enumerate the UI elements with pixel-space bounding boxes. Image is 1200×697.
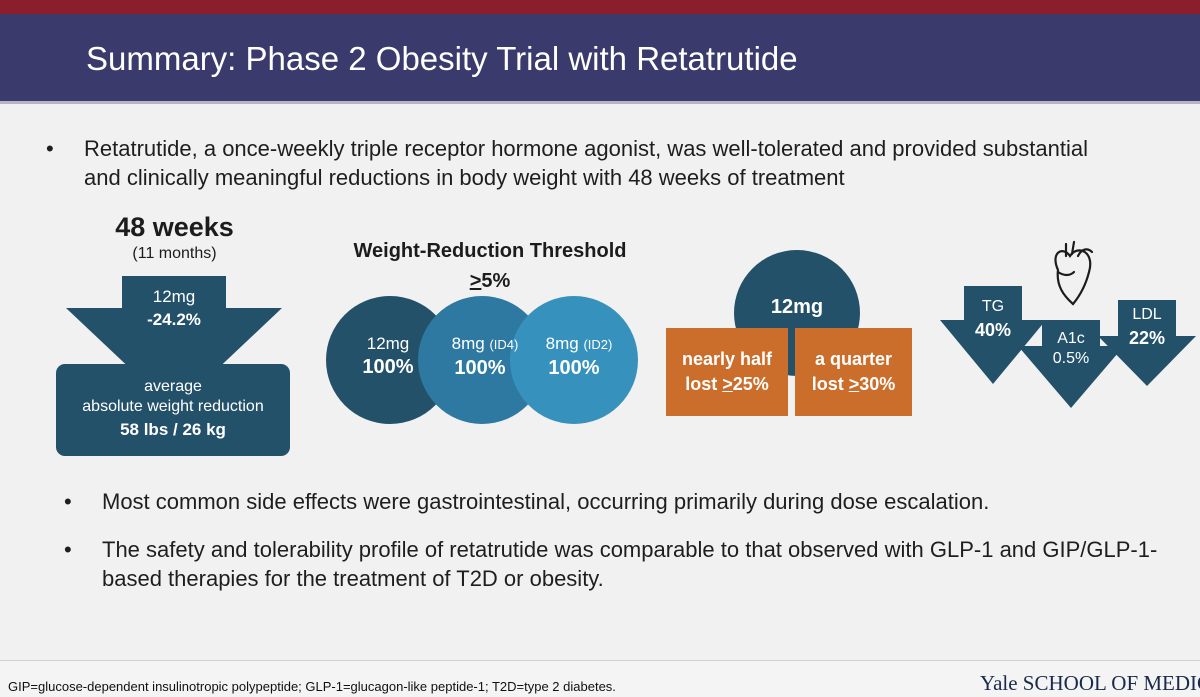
tg-value: 40%	[974, 320, 1012, 340]
yale-logo: Yale SCHOOL OF MEDICINE	[980, 671, 1200, 696]
bullet-main-text: Retatrutide, a once-weekly triple recept…	[84, 136, 1088, 190]
nearly-half-box: nearly half lost >25%	[666, 328, 788, 416]
bullet-side-effects-text: Most common side effects were gastrointe…	[102, 489, 990, 514]
a-quarter-line1: a quarter	[814, 349, 893, 369]
a1c-value: 0.5%	[1052, 350, 1090, 367]
box-line-2: absolute weight reduction	[82, 398, 264, 415]
tg-down-arrow	[940, 286, 1046, 384]
tg-label: TG	[981, 298, 1005, 315]
circle-12mg-pct: 100%	[362, 356, 414, 378]
ldl-value: 22%	[1128, 328, 1166, 348]
footer: GIP=glucose-dependent insulinotropic pol…	[0, 660, 1200, 697]
circle-8mg-id2-tag: (ID2)	[583, 337, 613, 352]
a-quarter-prefix: lost	[811, 374, 849, 394]
arrow-change-label: -24.2%	[124, 310, 224, 330]
dose-12mg-label: 12mg	[770, 296, 824, 318]
a-quarter-box: a quarter lost >30%	[795, 328, 912, 416]
circle-8mg-id2-dose-text: 8mg	[545, 334, 579, 353]
threshold-title: Weight-Reduction Threshold	[353, 240, 627, 262]
circle-12mg-dose: 12mg	[366, 334, 410, 353]
circle-8mg-id4-pct: 100%	[454, 357, 506, 379]
threshold-value: 5%	[481, 270, 511, 292]
a1c-label: A1c	[1057, 330, 1085, 347]
ldl-label: LDL	[1132, 306, 1162, 323]
nearly-half-line2: lost >25%	[666, 372, 788, 397]
threshold-sign: >	[469, 270, 482, 292]
circle-8mg-id4-dose-text: 8mg	[451, 334, 485, 353]
footnote-text: GIP=glucose-dependent insulinotropic pol…	[8, 679, 616, 694]
bullet-marker: •	[64, 537, 72, 562]
a-quarter-value: 30%	[859, 374, 896, 394]
nearly-half-value: 25%	[732, 374, 769, 394]
circle-8mg-id4-tag: (ID4)	[489, 337, 519, 352]
yale-logo-rest: SCHOOL OF MEDICINE	[1022, 671, 1200, 695]
bullet-marker: •	[46, 136, 54, 161]
bullet-safety: • The safety and tolerability profile of…	[64, 535, 1182, 593]
a1c-down-arrow	[1018, 320, 1124, 408]
nearly-half-line1: nearly half	[681, 349, 773, 369]
arrow-dose-label: 12mg	[124, 287, 224, 307]
weight-reduction-box	[56, 364, 290, 456]
circle-8mg-id2-pct: 100%	[548, 357, 600, 379]
bullet-main: • Retatrutide, a once-weekly triple rece…	[46, 134, 1124, 192]
a-quarter-line2: lost >30%	[795, 372, 912, 397]
threshold-subtitle: >5%	[440, 270, 540, 293]
circle-8mg-id2-dose: 8mg (ID2)	[524, 334, 634, 354]
arrow-change-text: -24.2%	[147, 310, 201, 329]
circle-8mg-id4-dose: 8mg (ID4)	[430, 334, 540, 354]
nearly-half-prefix: lost	[685, 374, 723, 394]
duration-block: 48 weeks (11 months)	[92, 212, 257, 263]
box-line-1: average	[144, 378, 202, 395]
box-line-3: 58 lbs / 26 kg	[120, 420, 226, 439]
a-quarter-sign: >	[848, 374, 860, 394]
nearly-half-sign: >	[722, 374, 733, 394]
bullet-safety-text: The safety and tolerability profile of r…	[102, 537, 1158, 591]
slide-title: Summary: Phase 2 Obesity Trial with Reta…	[86, 40, 798, 77]
arrow-dose-text: 12mg	[152, 287, 196, 306]
yale-logo-bold: Yale	[980, 671, 1018, 695]
duration-headline: 48 weeks	[115, 212, 234, 242]
heart-icon	[1054, 240, 1094, 306]
title-bar: Summary: Phase 2 Obesity Trial with Reta…	[0, 14, 1200, 104]
duration-subtext: (11 months)	[132, 245, 217, 262]
bullet-marker: •	[64, 489, 72, 514]
weight-down-arrow	[66, 276, 282, 410]
ldl-down-arrow	[1098, 300, 1196, 386]
circle-8mg-id2	[510, 296, 638, 424]
bullet-side-effects: • Most common side effects were gastroin…	[64, 487, 1172, 516]
top-accent-strip	[0, 0, 1200, 14]
